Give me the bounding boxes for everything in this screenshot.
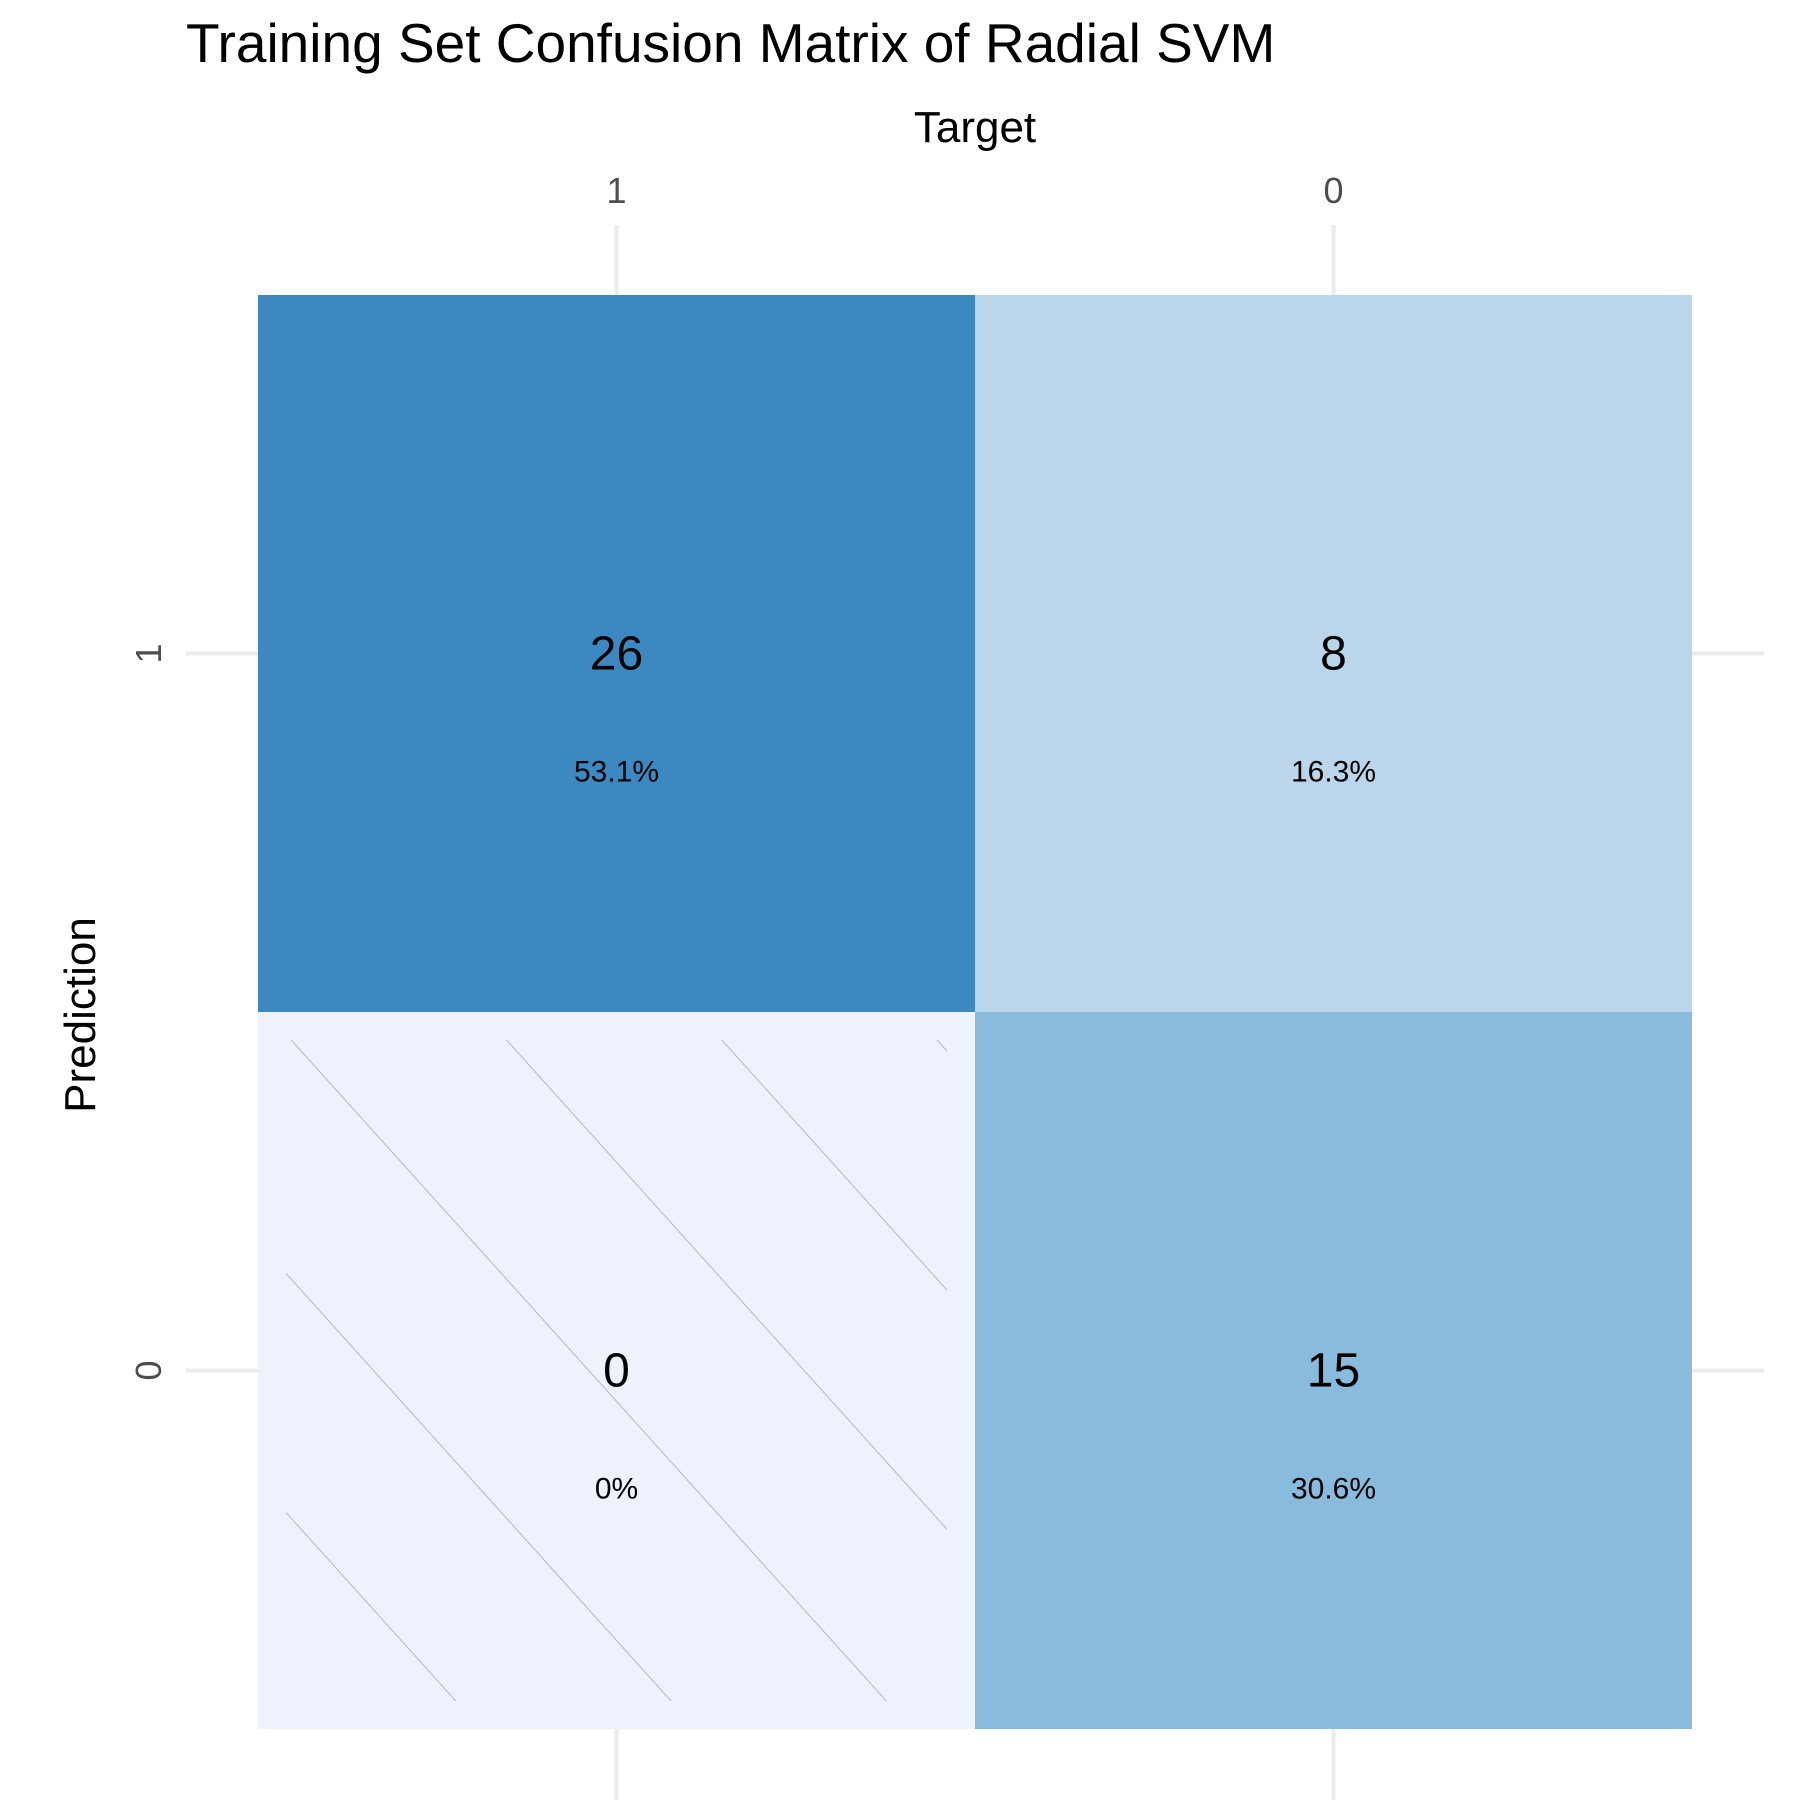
label-layer: 1 0 1 0 <box>128 170 1344 1381</box>
cell-layer: 26 53.1% 8 16.3% 0 0% 15 30.6% <box>258 295 1692 1729</box>
y-tick-label: 1 <box>128 643 169 663</box>
x-tick-label: 1 <box>606 170 626 211</box>
chart-title: Training Set Confusion Matrix of Radial … <box>186 12 1275 74</box>
cell-count-label: 8 <box>1320 628 1347 681</box>
cell-percent-label: 0% <box>595 1473 638 1506</box>
x-axis-title: Target <box>914 103 1036 152</box>
cell-percent-label: 30.6% <box>1291 1473 1376 1506</box>
y-axis-title: Prediction <box>56 917 105 1113</box>
matrix-cell <box>975 295 1692 1012</box>
matrix-cell <box>975 1012 1692 1729</box>
cell-count-label: 0 <box>603 1345 630 1398</box>
cell-percent-label: 53.1% <box>574 756 659 789</box>
x-tick-label: 0 <box>1323 170 1343 211</box>
cell-hatch-overlay <box>286 1040 947 1701</box>
y-tick-label: 0 <box>128 1360 169 1380</box>
cell-count-label: 15 <box>1307 1345 1360 1398</box>
cell-percent-label: 16.3% <box>1291 756 1376 789</box>
matrix-cell <box>258 295 975 1012</box>
cell-count-label: 26 <box>590 628 643 681</box>
